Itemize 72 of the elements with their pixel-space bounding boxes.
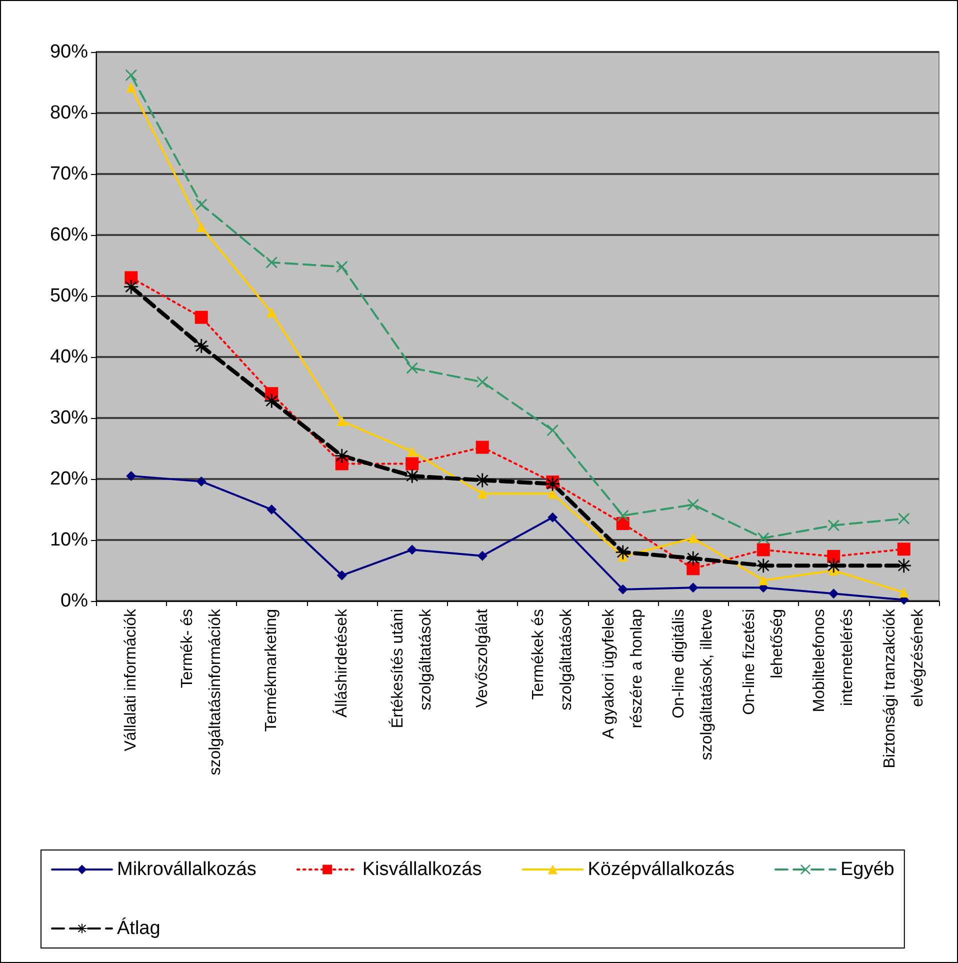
point [124, 271, 138, 284]
y-tick-label: 50% [50, 286, 88, 306]
x-tick-label: Értékesítés utáni szolgáltatások [388, 608, 435, 728]
point [194, 339, 208, 354]
point [618, 584, 628, 594]
point [548, 512, 558, 522]
point [477, 550, 488, 561]
point [756, 543, 770, 556]
y-tick-label: 70% [50, 164, 88, 184]
x-tick-label: Termékmarketing [263, 609, 280, 732]
point [826, 558, 841, 573]
x-tick-label: Termék- és szolgáltatásinformációk [178, 608, 224, 776]
x-tick-label: Vevőszolgálat [474, 608, 491, 708]
point [898, 513, 910, 524]
point [264, 394, 279, 408]
point [126, 470, 136, 481]
point [547, 424, 558, 436]
point [828, 520, 840, 531]
y-tick-label: 10% [50, 530, 88, 550]
point [828, 588, 839, 599]
point [617, 510, 628, 522]
x-tick-label: Termékek és szolgáltatások [530, 608, 576, 710]
point [405, 468, 420, 483]
point [266, 256, 278, 268]
legend-label: Egyéb [840, 859, 894, 880]
point [688, 499, 699, 510]
y-tick-label: 90% [50, 42, 88, 62]
point [266, 307, 277, 318]
point [476, 440, 489, 454]
point [476, 376, 488, 388]
x-tick-label: Vállalati információk [122, 608, 140, 752]
point [756, 558, 770, 573]
y-tick-label: 60% [50, 224, 88, 246]
point [688, 582, 698, 593]
point [898, 587, 909, 598]
y-tick-label: 20% [50, 468, 88, 490]
legend-label: Kisvállalkozás [362, 859, 482, 880]
point [686, 551, 700, 566]
point [196, 222, 206, 232]
point [758, 532, 769, 544]
legend-label: Mikrovállalkozás [117, 859, 256, 880]
point [406, 457, 419, 470]
point [475, 473, 490, 488]
y-tick-label: 30% [50, 408, 88, 428]
legend-label: Középvállalkozás [588, 859, 735, 880]
point [406, 362, 418, 374]
point [196, 199, 207, 210]
point [686, 562, 700, 576]
point [548, 488, 558, 499]
point [266, 504, 277, 514]
point [126, 82, 136, 92]
point [126, 70, 137, 81]
point [336, 261, 348, 272]
y-tick-label: 80% [50, 102, 88, 124]
point [407, 544, 418, 555]
y-tick-label: 40% [50, 346, 88, 368]
point [196, 476, 206, 486]
point [477, 488, 488, 499]
point [336, 570, 347, 580]
x-tick-label: Álláshirdetések [332, 608, 350, 718]
y-tick-label: 0% [60, 590, 88, 612]
point [758, 575, 768, 586]
point [336, 416, 347, 426]
point [688, 533, 698, 544]
point [616, 545, 630, 560]
point [334, 448, 349, 463]
point [194, 310, 208, 324]
legend-label: Átlag [117, 917, 160, 939]
point [407, 446, 418, 457]
point [896, 558, 911, 573]
point [124, 280, 138, 294]
point [897, 542, 910, 556]
